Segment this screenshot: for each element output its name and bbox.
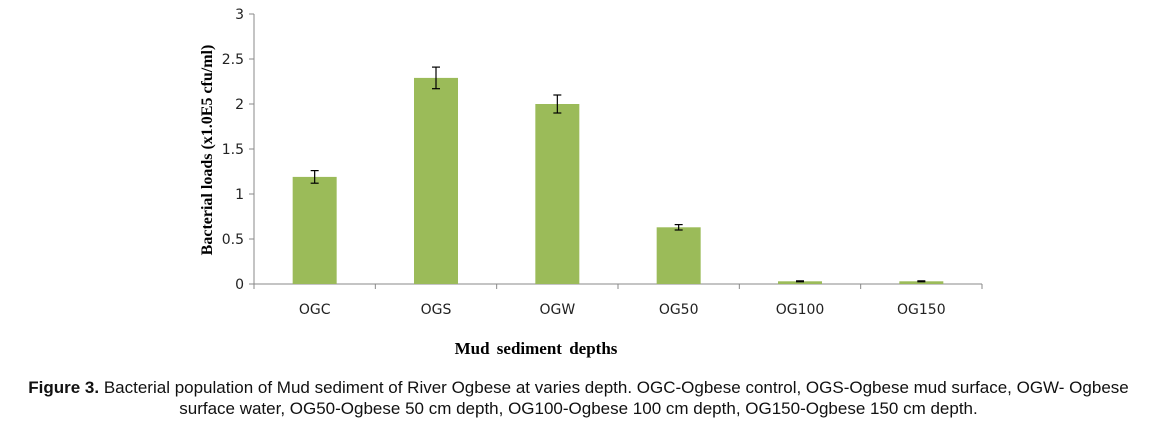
caption-text: Bacterial population of Mud sediment of … — [99, 378, 1129, 418]
x-tick-label: OGS — [421, 302, 452, 318]
bar-og100 — [778, 281, 822, 284]
caption-label: Figure 3. — [28, 378, 100, 397]
error-bar-ogw — [553, 94, 562, 114]
bar-ogc — [292, 176, 337, 284]
y-tick-label: 3 — [235, 7, 244, 23]
error-bar-og150 — [917, 280, 926, 283]
figure-caption: Figure 3. Bacterial population of Mud se… — [0, 377, 1157, 419]
y-tick-label: 2.5 — [222, 52, 244, 68]
x-tick-label: OG100 — [776, 302, 825, 318]
error-bar-ogc — [310, 170, 319, 184]
y-tick-label: 1.5 — [222, 142, 244, 158]
error-bar-ogs — [432, 66, 440, 90]
y-tick-label: 1 — [235, 187, 244, 203]
y-axis-label: Bacterial loads (x1.0E5 cfu/ml) — [199, 45, 216, 256]
error-bar-og50 — [674, 224, 683, 231]
x-tick-label: OG50 — [659, 302, 699, 318]
bar-og50 — [656, 227, 701, 284]
bar-ogw — [535, 104, 580, 284]
bar-og150 — [899, 281, 944, 284]
error-bar-og100 — [796, 280, 804, 283]
x-tick-label: OGC — [299, 302, 331, 318]
x-tick-label: OGW — [539, 302, 575, 318]
x-tick-label: OG150 — [897, 302, 946, 318]
y-tick-label: 2 — [235, 97, 244, 113]
x-axis-label: Mud sediment depths — [455, 339, 618, 358]
y-tick-label: 0.5 — [222, 232, 244, 248]
y-tick-label: 0 — [235, 277, 244, 293]
bar-ogs — [414, 77, 458, 285]
bar-chart: 0 0.5 1 1.5 2 2.5 3 OGC OGS OGW OG50 OG100 OG150 Bac… — [199, 7, 983, 358]
